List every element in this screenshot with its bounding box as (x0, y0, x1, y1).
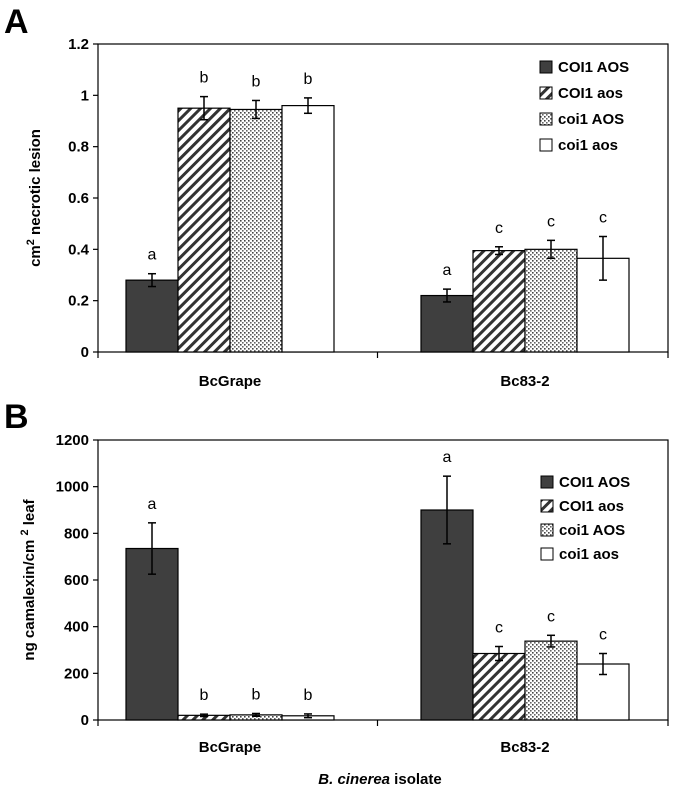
bar (420, 294, 474, 353)
y-tick-label: 0 (81, 344, 89, 361)
legend-swatch (540, 547, 554, 561)
x-axis-title-italic: B. cinerea (318, 771, 390, 788)
bar (125, 279, 179, 353)
x-axis-title-rest: isolate (390, 771, 442, 788)
legend-swatch (540, 523, 554, 537)
y-tick-label: 200 (64, 665, 89, 682)
category-label: BcGrape (199, 373, 262, 390)
legend-label: COI1 aos (559, 498, 624, 515)
y-axis-title: ng camalexin/cm 2 leaf (19, 498, 38, 660)
y-tick-label: 0.8 (68, 139, 89, 156)
bar (472, 250, 526, 353)
bar (524, 640, 578, 721)
significance-letter: c (599, 627, 607, 644)
panel-a-letter: A (4, 3, 29, 41)
significance-letter: c (495, 620, 503, 637)
bar (125, 547, 179, 721)
legend-label: coi1 AOS (559, 522, 625, 539)
significance-letter: b (304, 71, 313, 88)
significance-letter: c (547, 213, 555, 230)
y-tick-label: 0.6 (68, 190, 89, 207)
legend-swatch (539, 112, 553, 126)
significance-letter: b (200, 687, 209, 704)
legend-swatch (540, 475, 554, 489)
y-tick-label: 600 (64, 572, 89, 589)
y-tick-label: 1.2 (68, 36, 89, 53)
y-tick-label: 0.4 (68, 241, 90, 258)
bar (472, 652, 526, 721)
y-tick-label: 400 (64, 619, 89, 636)
category-label: BcGrape (199, 739, 262, 756)
bar (524, 248, 578, 353)
y-tick-label: 0.2 (68, 293, 89, 310)
legend-label: coi1 aos (559, 546, 619, 563)
legend-swatch (539, 60, 553, 74)
legend-label: coi1 aos (558, 137, 618, 154)
significance-letter: b (200, 70, 209, 87)
significance-letter: a (148, 496, 157, 513)
bar (177, 107, 231, 353)
y-axis-title: cm2 necrotic lesion (25, 129, 44, 267)
x-axis-title: B. cinerea isolate (318, 771, 441, 788)
bar (281, 104, 335, 353)
legend-label: COI1 aos (558, 85, 623, 102)
y-tick-label: 1000 (56, 479, 89, 496)
significance-letter: a (443, 449, 452, 466)
significance-letter: b (304, 687, 313, 704)
legend-label: coi1 AOS (558, 111, 624, 128)
significance-letter: a (148, 247, 157, 264)
legend-swatch (539, 138, 553, 152)
significance-letter: c (547, 608, 555, 625)
significance-letter: b (252, 686, 261, 703)
bar (420, 509, 474, 721)
bar (229, 108, 283, 353)
category-label: Bc83-2 (500, 373, 549, 390)
legend-label: COI1 AOS (559, 474, 630, 491)
significance-letter: b (252, 73, 261, 90)
y-tick-label: 1 (81, 87, 89, 104)
significance-letter: c (599, 210, 607, 227)
y-tick-label: 1200 (56, 432, 89, 449)
category-label: Bc83-2 (500, 739, 549, 756)
chart-b-camalexin: 0 200 400 600 800 1000 1200 BcGrape Bc83-2 ng cam… (19, 432, 669, 756)
panel-b-letter: B (4, 398, 29, 436)
significance-letter: c (495, 220, 503, 237)
y-tick-label: 0 (81, 712, 89, 729)
significance-letter: a (443, 262, 452, 279)
y-tick-label: 800 (64, 525, 89, 542)
chart-a-lesion: 0 0.2 0.4 0.6 0.8 1 1.2 BcGrape Bc83-2 cm2 necrot… (25, 36, 669, 390)
legend-swatch (540, 499, 554, 513)
legend-swatch (539, 86, 553, 100)
legend-label: COI1 AOS (558, 59, 629, 76)
